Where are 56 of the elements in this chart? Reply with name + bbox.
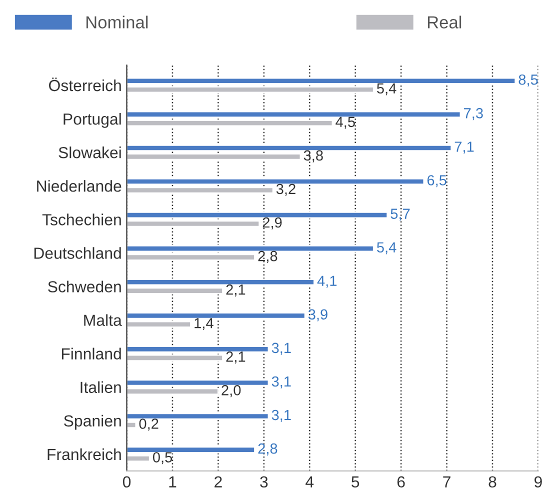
data-label: 8,5 [518,74,538,87]
y-tick-label: Frankreich [48,448,121,460]
bar [126,312,306,320]
x-tick-label: 0 [122,476,131,488]
data-label: 0,2 [139,418,158,431]
data-label: 0,5 [152,452,172,464]
x-tick-label: 2 [214,476,222,488]
data-label: 6,5 [427,175,446,188]
legend-label: Nominal [86,16,148,28]
y-tick-label: Malta [84,314,122,326]
x-tick-label: 5 [352,476,360,488]
data-label: 5,4 [376,83,396,96]
x-tick-label: 6 [397,476,405,488]
data-label: 4,5 [336,116,355,129]
x-tick-label: 9 [534,476,542,488]
x-tick-label: 1 [169,476,176,488]
bar [126,254,256,261]
data-label: 2,1 [226,352,246,364]
legend-label: Real [428,16,462,28]
data-label: 3,1 [272,342,291,355]
y-tick-label: Deutschland [34,247,121,259]
x-tick-label: 3 [260,476,268,488]
data-label: 3,1 [272,376,291,388]
y-tick-label: Schweden [48,280,121,292]
x-tick-label: 8 [488,476,496,488]
data-label: 3,1 [272,410,291,422]
y-tick-label: Portugal [64,113,121,128]
y-tick-label: Tschechien [42,214,121,226]
bar [126,320,192,328]
bar [126,346,270,353]
data-label: 2,8 [258,250,278,263]
bar [126,278,315,286]
data-label: 2,0 [222,385,241,398]
data-label: 2,8 [258,443,278,456]
y-tick-label: Spanien [64,414,121,430]
data-label: 3,8 [304,150,323,162]
bar [126,287,224,294]
y-tick-label: Österreich [49,78,121,92]
data-label: 3,2 [276,184,296,196]
y-tick-label: Italien [80,381,121,394]
x-tick-label: 4 [306,476,314,488]
x-tick-label: 7 [443,476,450,488]
y-tick-label: Slowakei [58,146,121,158]
data-label: 5,7 [390,208,410,221]
bar [126,354,224,362]
data-label: 7,1 [454,142,474,154]
y-tick-label: Niederlande [37,180,122,192]
data-label: 7,3 [464,108,483,120]
data-label: 1,4 [194,318,214,330]
data-label: 2,1 [226,284,246,296]
data-label: 4,1 [317,276,337,288]
data-label: 2,9 [262,217,282,230]
data-label: 3,9 [308,309,328,322]
y-tick-label: Finnland [62,348,121,360]
data-label: 5,4 [376,242,396,254]
bar [126,245,374,252]
